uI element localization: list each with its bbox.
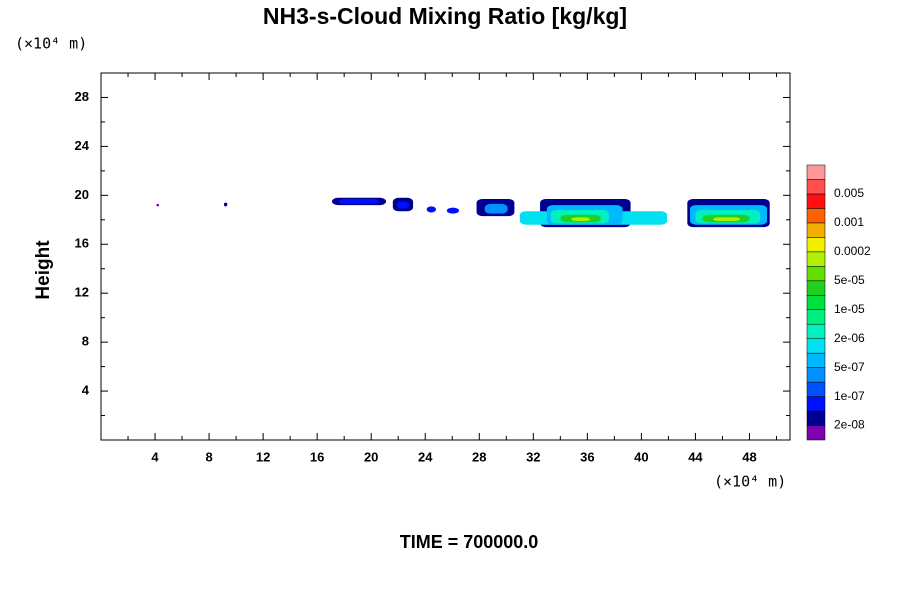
colorbar-label: 1e-07 <box>834 389 865 403</box>
x-tick-label: 40 <box>634 449 648 464</box>
colorbar-box <box>806 367 826 383</box>
colorbar-box <box>806 295 826 310</box>
colorbar-box <box>806 222 826 238</box>
colorbar-box <box>806 338 826 354</box>
y-tick-label: 16 <box>75 236 89 251</box>
x-tick-label: 48 <box>742 449 756 464</box>
y-tick-label: 4 <box>82 383 90 398</box>
colorbar-box <box>806 164 826 180</box>
x-tick-label: 4 <box>151 449 159 464</box>
y-tick-label: 8 <box>82 334 89 349</box>
cloud-region <box>426 206 437 213</box>
colorbar-box <box>806 208 826 224</box>
colorbar-label: 2e-08 <box>834 418 865 432</box>
colorbar-box <box>806 237 826 253</box>
x-tick-label: 24 <box>418 449 433 464</box>
cloud-region <box>446 207 460 214</box>
colorbar-box <box>806 280 826 296</box>
cloud-region <box>571 217 591 222</box>
colorbar-box <box>806 266 826 282</box>
x-tick-label: 16 <box>310 449 324 464</box>
time-annotation: TIME = 700000.0 <box>400 532 539 552</box>
y-unit-label: (×10⁴ m) <box>15 35 87 53</box>
cloud-region <box>338 199 380 204</box>
colorbar-box <box>806 396 826 412</box>
cloud-region <box>396 201 410 209</box>
x-tick-label: 44 <box>688 449 703 464</box>
colorbar-box <box>806 179 826 195</box>
cloud-region <box>156 203 160 207</box>
colorbar-label: 5e-05 <box>834 273 865 287</box>
x-tick-label: 20 <box>364 449 378 464</box>
x-tick-label: 12 <box>256 449 270 464</box>
colorbar-box <box>806 410 826 426</box>
chart-title: NH3-s-Cloud Mixing Ratio [kg/kg] <box>263 3 627 29</box>
y-tick-label: 20 <box>75 187 89 202</box>
cloud-region <box>223 202 228 207</box>
colorbar-label: 5e-07 <box>834 360 865 374</box>
colorbar-label: 0.0002 <box>834 244 871 258</box>
colorbar-box <box>806 309 826 325</box>
colorbar-box <box>806 251 826 267</box>
y-tick-label: 28 <box>75 89 89 104</box>
colorbar-box <box>806 425 826 441</box>
colorbar-label: 0.005 <box>834 186 864 200</box>
x-tick-label: 36 <box>580 449 594 464</box>
x-tick-label: 32 <box>526 449 540 464</box>
y-tick-label: 12 <box>75 285 89 300</box>
colorbar-box <box>806 323 826 339</box>
colorbar-label: 0.001 <box>834 215 864 229</box>
y-axis-label: Height <box>33 240 54 300</box>
cloud-region <box>484 203 508 214</box>
x-tick-label: 8 <box>205 449 212 464</box>
colorbar-box <box>806 381 826 397</box>
colorbar-box <box>806 352 826 368</box>
x-unit-label: (×10⁴ m) <box>714 473 786 491</box>
cloud-region <box>712 217 741 222</box>
colorbar-label: 1e-05 <box>834 302 865 316</box>
colorbar-label: 2e-06 <box>834 331 865 345</box>
plot-frame <box>100 72 791 441</box>
y-tick-label: 24 <box>75 138 90 153</box>
x-tick-label: 28 <box>472 449 486 464</box>
colorbar-box <box>806 193 826 209</box>
